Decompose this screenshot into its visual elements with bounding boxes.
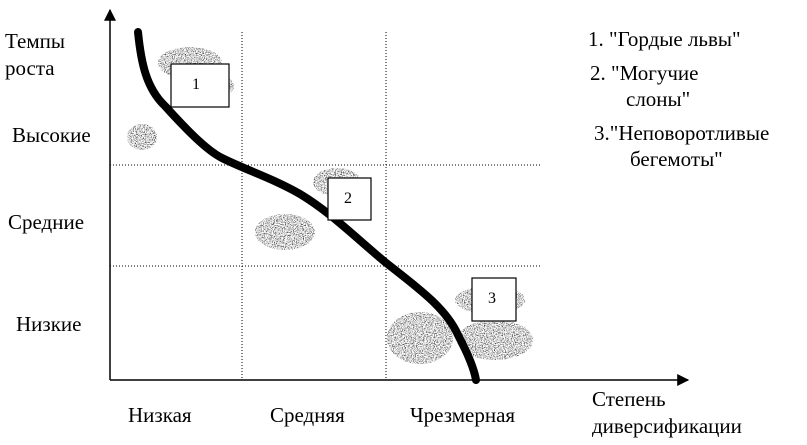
y-level-low: Низкие <box>16 312 81 336</box>
y-level-medium: Средние <box>8 210 84 234</box>
legend: 1. "Гордые львы" 2. "Могучие слоны" 3."Н… <box>588 27 769 171</box>
box-1: 1 <box>170 63 230 108</box>
y-axis-title-line2: роста <box>5 56 55 80</box>
box-1-label: 1 <box>192 76 200 93</box>
diversification-curve <box>134 28 480 384</box>
legend-item-1: 1. "Гордые львы" <box>588 27 741 51</box>
x-level-low: Низкая <box>128 403 192 427</box>
box-3-label: 3 <box>488 290 496 307</box>
x-axis-title-line2: диверсификации <box>592 414 742 438</box>
x-axis-title-line1: Степень <box>592 387 666 411</box>
box-2: 2 <box>327 177 372 221</box>
legend-item-2-line1: 2. "Могучие <box>590 61 698 85</box>
box-3: 3 <box>471 277 517 322</box>
y-level-high: Высокие <box>12 123 91 147</box>
legend-item-3-line2: бегемоты" <box>630 147 723 171</box>
x-level-medium: Средняя <box>270 403 345 427</box>
x-level-excessive: Чрезмерная <box>410 403 515 427</box>
axes <box>104 8 690 386</box>
legend-item-3-line1: 3."Неповоротливые <box>594 121 769 145</box>
legend-item-2-line2: слоны" <box>626 87 690 111</box>
y-axis-title-line1: Темпы <box>5 29 65 53</box>
grid-lines <box>110 32 542 380</box>
box-2-label: 2 <box>344 190 352 207</box>
